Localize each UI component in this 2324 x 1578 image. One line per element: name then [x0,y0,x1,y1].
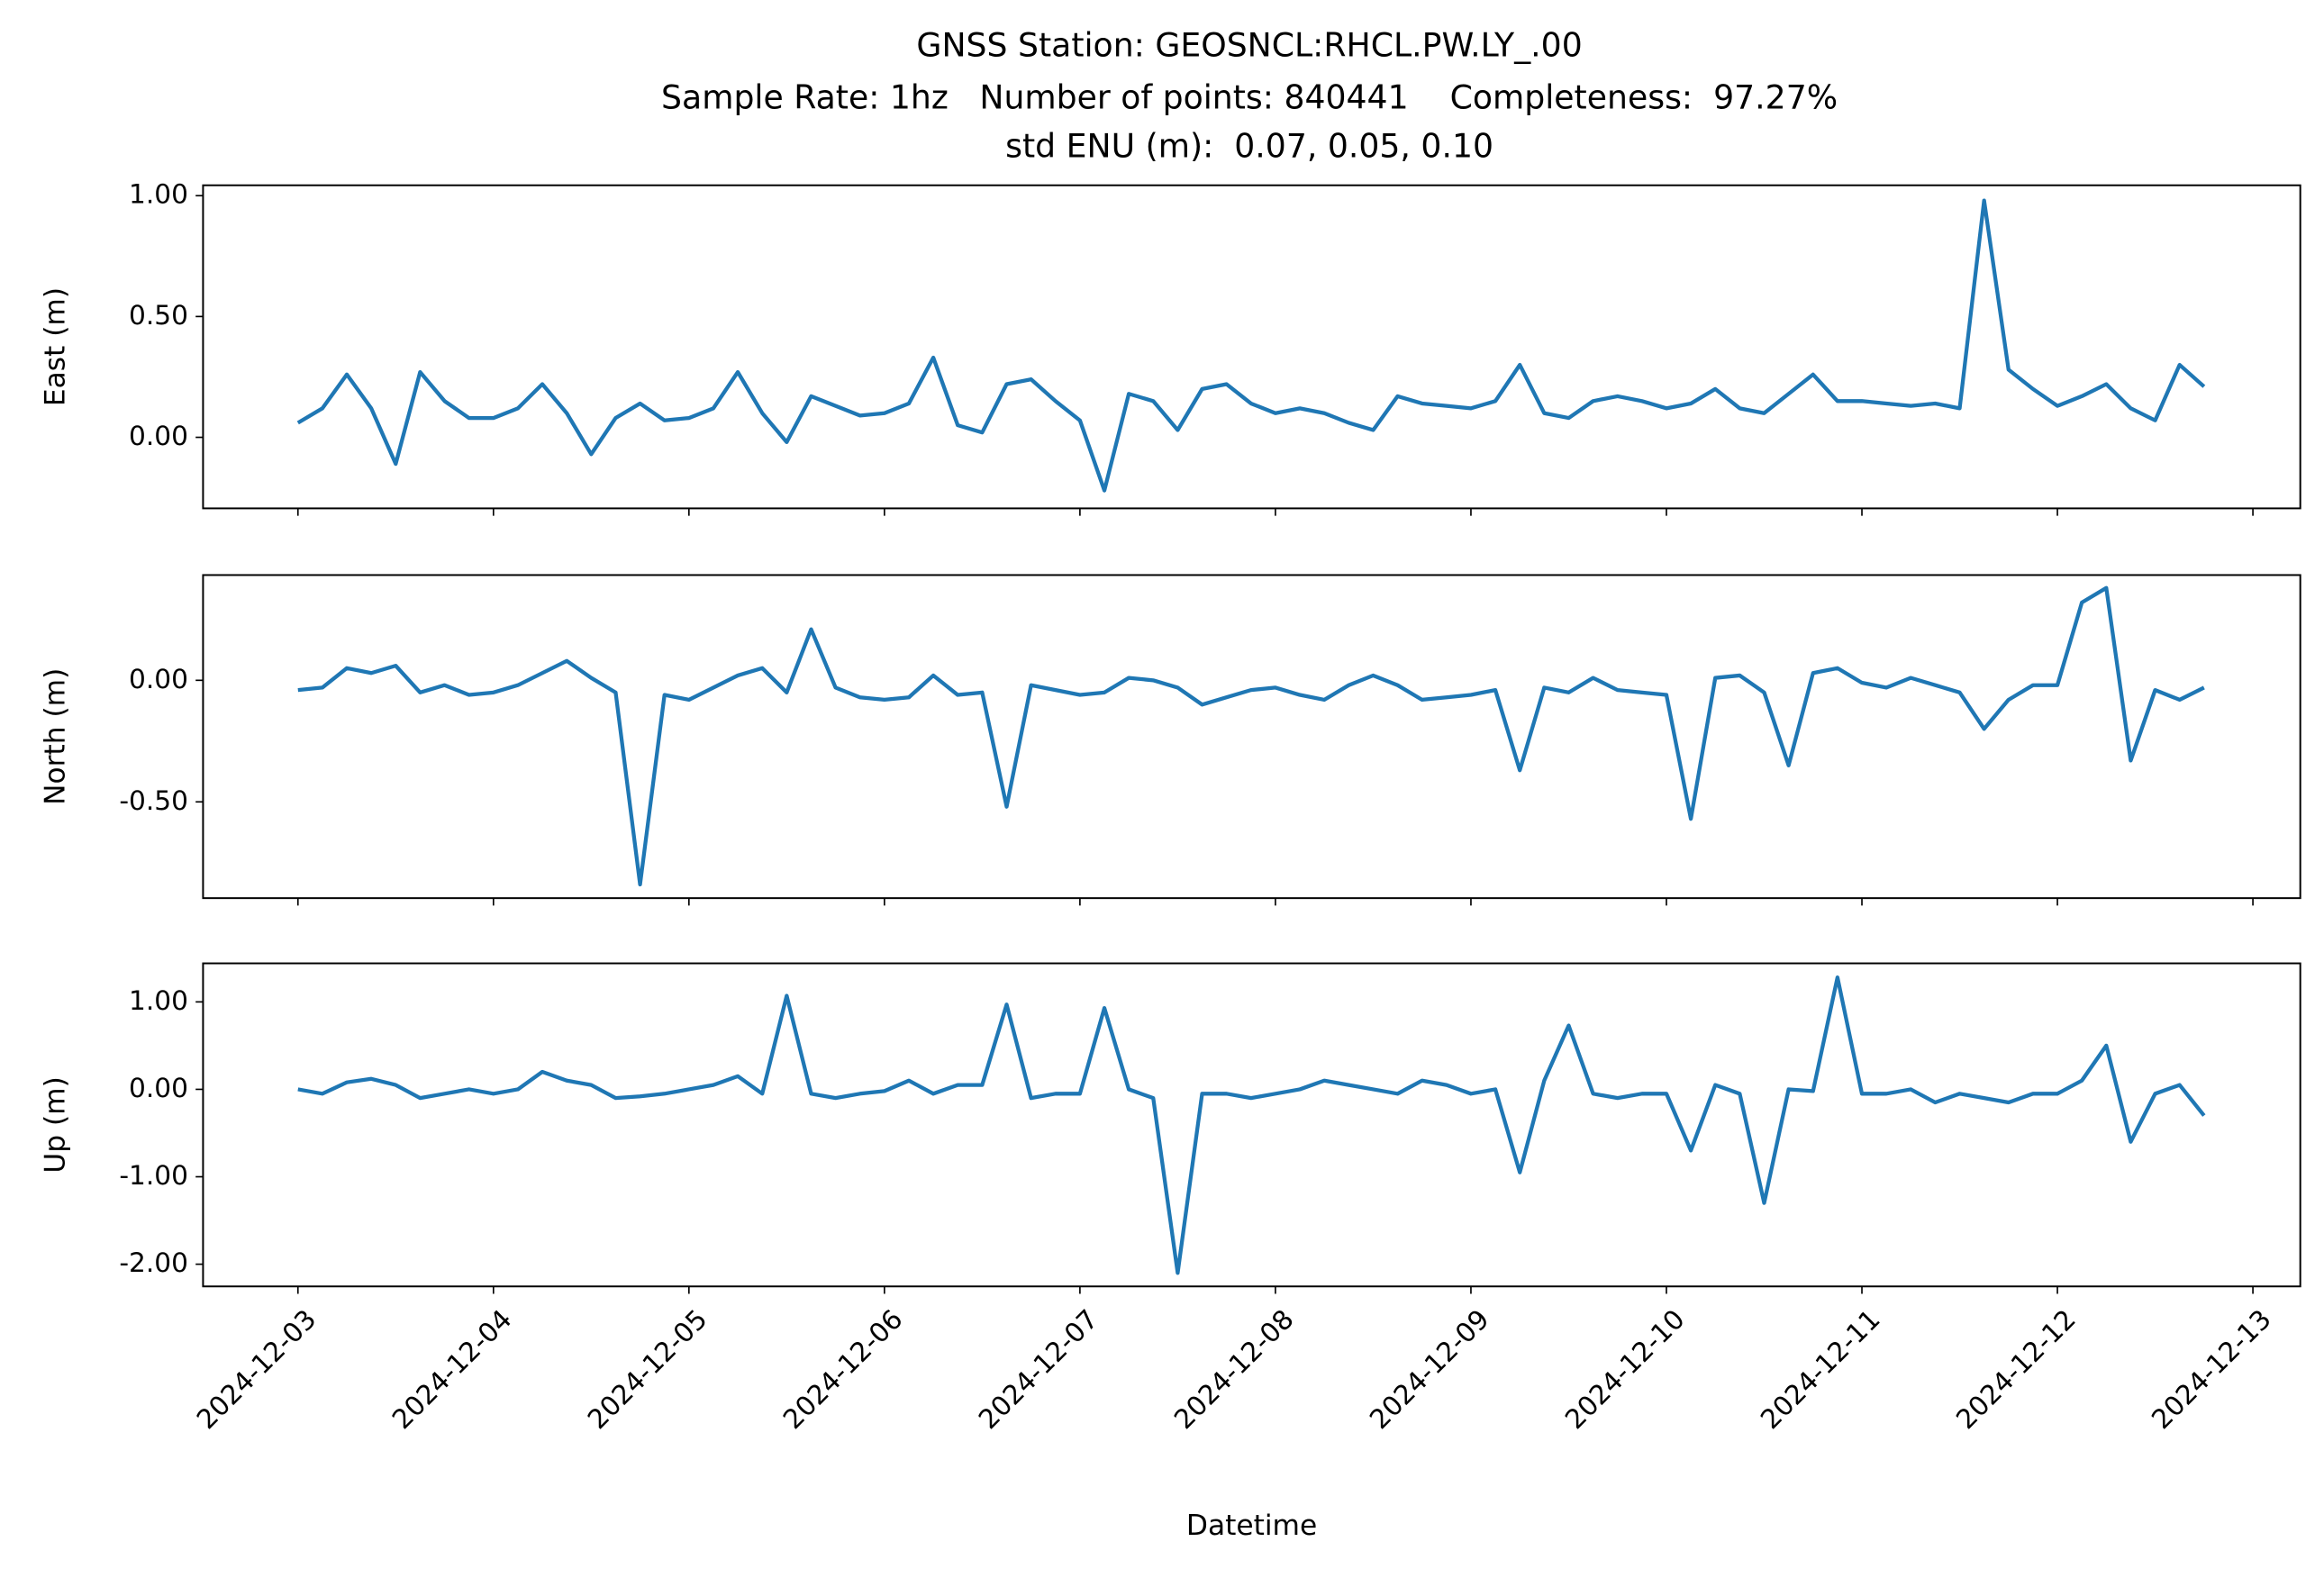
y-axis-label: East (m) [40,287,72,406]
y-tick-label: -2.00 [119,1247,188,1278]
title-line: std ENU (m): 0.07, 0.05, 0.10 [1005,127,1493,166]
axes-frame [202,184,2301,510]
title-line: Sample Rate: 1hz Number of points: 84044… [661,77,1838,116]
y-tick-label: -1.00 [119,1160,188,1191]
title-line: GNSS Station: GEOSNCL:RHCL.PW.LY_.00 [916,26,1582,65]
data-line [297,975,2206,1275]
data-line [297,585,2205,887]
data-line [296,198,2206,493]
y-tick-label: 1.00 [129,179,188,210]
y-tick-label: -0.50 [119,785,188,816]
y-tick-label: 0.50 [129,300,188,331]
axes-frame [202,962,2301,1288]
y-tick-label: 0.00 [129,1073,188,1103]
y-tick-label: 0.00 [129,664,188,694]
y-tick-label: 1.00 [129,985,188,1016]
y-tick-label: 0.00 [129,421,188,451]
x-axis-label: Datetime [1186,1510,1317,1542]
y-axis-label: North (m) [40,668,72,805]
y-axis-label: Up (m) [40,1076,72,1173]
axes-frame [202,574,2301,900]
